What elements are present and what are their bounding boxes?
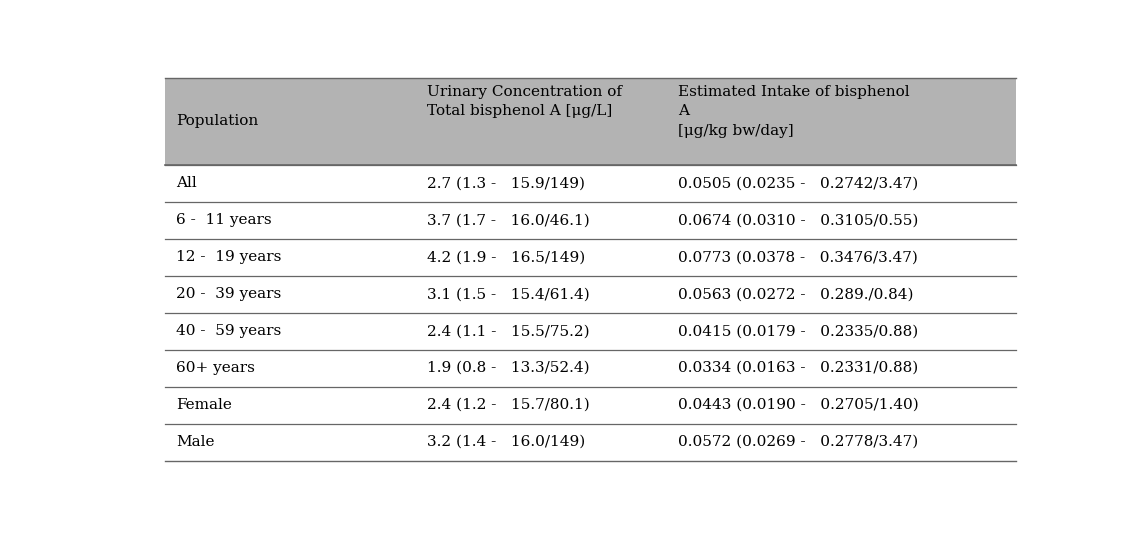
Bar: [165, 350, 1016, 387]
Bar: [165, 239, 1016, 276]
Text: 2.4 (1.2 -   15.7/80.1): 2.4 (1.2 - 15.7/80.1): [427, 398, 589, 412]
Text: 3.7 (1.7 -   16.0/46.1): 3.7 (1.7 - 16.0/46.1): [427, 213, 589, 227]
Text: 0.0443 (0.0190 -   0.2705/1.40): 0.0443 (0.0190 - 0.2705/1.40): [678, 398, 919, 412]
Text: 0.0674 (0.0310 -   0.3105/0.55): 0.0674 (0.0310 - 0.3105/0.55): [678, 213, 919, 227]
Text: 0.0572 (0.0269 -   0.2778/3.47): 0.0572 (0.0269 - 0.2778/3.47): [678, 435, 919, 449]
Text: 0.0773 (0.0378 -   0.3476/3.47): 0.0773 (0.0378 - 0.3476/3.47): [678, 250, 917, 264]
Text: Estimated Intake of bisphenol
A
[μg/kg bw/day]: Estimated Intake of bisphenol A [μg/kg b…: [678, 85, 909, 138]
Text: Population: Population: [176, 114, 259, 128]
Bar: [165, 78, 1016, 165]
Bar: [165, 313, 1016, 350]
Text: 0.0563 (0.0272 -   0.289./0.84): 0.0563 (0.0272 - 0.289./0.84): [678, 287, 913, 301]
Text: 0.0415 (0.0179 -   0.2335/0.88): 0.0415 (0.0179 - 0.2335/0.88): [678, 324, 919, 338]
Text: 3.1 (1.5 -   15.4/61.4): 3.1 (1.5 - 15.4/61.4): [427, 287, 589, 301]
Text: All: All: [176, 176, 197, 190]
Text: 3.2 (1.4 -   16.0/149): 3.2 (1.4 - 16.0/149): [427, 435, 585, 449]
Bar: [165, 276, 1016, 313]
Text: 12 -  19 years: 12 - 19 years: [176, 250, 281, 264]
Text: Urinary Concentration of
Total bisphenol A [μg/L]: Urinary Concentration of Total bisphenol…: [427, 85, 622, 119]
Text: 0.0334 (0.0163 -   0.2331/0.88): 0.0334 (0.0163 - 0.2331/0.88): [678, 361, 919, 375]
Text: 20 -  39 years: 20 - 39 years: [176, 287, 281, 301]
Bar: [165, 165, 1016, 202]
Text: 2.4 (1.1 -   15.5/75.2): 2.4 (1.1 - 15.5/75.2): [427, 324, 589, 338]
Text: 60+ years: 60+ years: [176, 361, 255, 375]
Bar: [165, 387, 1016, 424]
Text: 4.2 (1.9 -   16.5/149): 4.2 (1.9 - 16.5/149): [427, 250, 585, 264]
Text: 0.0505 (0.0235 -   0.2742/3.47): 0.0505 (0.0235 - 0.2742/3.47): [678, 176, 919, 190]
Text: 2.7 (1.3 -   15.9/149): 2.7 (1.3 - 15.9/149): [427, 176, 585, 190]
Text: 6 -  11 years: 6 - 11 years: [176, 213, 271, 227]
Bar: [165, 202, 1016, 239]
Bar: [165, 424, 1016, 461]
Text: 40 -  59 years: 40 - 59 years: [176, 324, 281, 338]
Text: Female: Female: [176, 398, 232, 412]
Text: 1.9 (0.8 -   13.3/52.4): 1.9 (0.8 - 13.3/52.4): [427, 361, 589, 375]
Text: Male: Male: [176, 435, 214, 449]
